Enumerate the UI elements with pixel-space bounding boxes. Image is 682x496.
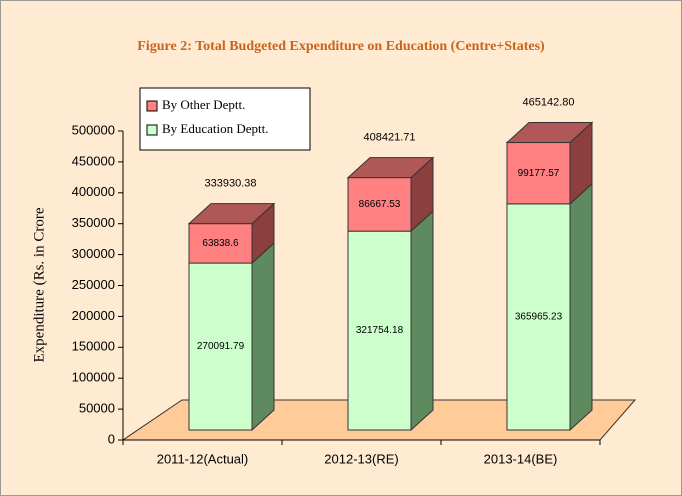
y-tick-label: 300000 <box>72 246 115 261</box>
bar <box>347 230 412 431</box>
legend-label: By Other Deptt. <box>162 97 245 112</box>
y-tick-label: 400000 <box>72 184 115 199</box>
x-tick-label: 2011-12(Actual) <box>157 451 249 466</box>
bar-side <box>410 210 434 432</box>
legend-swatch <box>146 124 158 136</box>
value-label: 321754.18 <box>356 325 404 336</box>
value-label: 86667.53 <box>359 199 401 210</box>
y-tick-label: 50000 <box>79 401 115 416</box>
y-tick-label: 500000 <box>72 122 115 137</box>
y-tick-label: 350000 <box>72 215 115 230</box>
value-label: 99177.57 <box>518 168 560 179</box>
value-label: 365965.23 <box>515 312 563 323</box>
bar <box>188 262 253 431</box>
value-label: 270091.79 <box>197 341 245 352</box>
bar <box>506 203 571 431</box>
total-label: 465142.80 <box>523 96 575 108</box>
y-tick-label: 200000 <box>72 308 115 323</box>
bar <box>506 142 571 205</box>
y-axis-label: Expenditure (Rs. in Crore <box>31 207 47 362</box>
chart-title: Figure 2: Total Budgeted Expenditure on … <box>137 39 545 54</box>
bar-side <box>251 241 275 432</box>
x-tick-label: 2012-13(RE) <box>324 451 398 466</box>
bar-side <box>569 182 593 432</box>
y-tick-label: 250000 <box>72 277 115 292</box>
bar <box>188 223 253 264</box>
y-tick-label: 450000 <box>72 153 115 168</box>
y-tick-label: 100000 <box>72 370 115 385</box>
x-tick-label: 2013-14(BE) <box>484 451 558 466</box>
legend-swatch <box>146 100 158 112</box>
bar-top <box>505 122 594 144</box>
value-label: 63838.6 <box>202 238 239 249</box>
y-tick-label: 150000 <box>72 339 115 354</box>
y-tick-label: 0 <box>108 431 115 446</box>
legend-label: By Education Deptt. <box>162 121 269 136</box>
total-label: 333930.38 <box>205 178 257 190</box>
bar-top <box>187 203 276 225</box>
bar <box>347 177 412 232</box>
bar-top <box>346 157 435 179</box>
legend <box>139 87 311 151</box>
total-label: 408421.71 <box>364 132 416 144</box>
